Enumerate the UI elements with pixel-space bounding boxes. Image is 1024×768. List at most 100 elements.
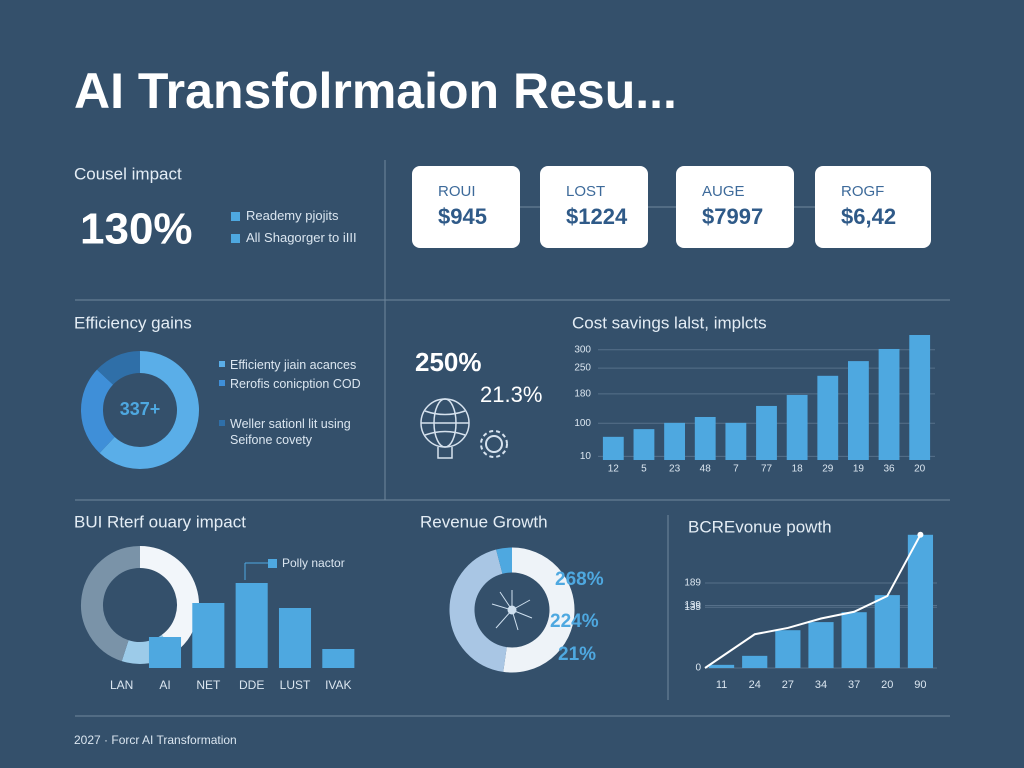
impact-heading: Cousel impact (74, 164, 182, 183)
dividers (75, 160, 950, 717)
value-label: 224% (550, 611, 599, 632)
impact-value: 130% (80, 205, 193, 254)
kpi-label: ROGF (841, 183, 884, 200)
x-tick-label: 7 (733, 464, 739, 475)
y-tick-label: 250 (574, 363, 591, 374)
bar (878, 348, 900, 460)
bar (909, 335, 931, 460)
bar (841, 612, 867, 668)
bar (775, 630, 801, 668)
x-tick-label: 19 (853, 464, 865, 475)
kpi-card (412, 166, 520, 248)
bar (235, 583, 268, 668)
bar (725, 422, 747, 460)
stat: 250% (415, 347, 482, 377)
bar (708, 664, 735, 668)
x-tick-label: 20 (881, 679, 893, 691)
x-tick-label: IVAK (325, 678, 351, 692)
bar (817, 375, 839, 460)
network-icon (491, 590, 533, 631)
kpi-card (815, 166, 931, 248)
y-tick-label: 300 (574, 344, 591, 355)
x-tick-label: 90 (914, 679, 926, 691)
donut-segment (96, 351, 141, 386)
legend-swatch (219, 361, 225, 367)
y-tick-label: 100 (574, 418, 591, 429)
legend-label: Polly nactor (282, 556, 345, 570)
donut-segment (449, 549, 508, 672)
x-tick-label: 5 (641, 464, 647, 475)
x-tick-label: 77 (761, 464, 773, 475)
chart-title: Cost savings lalst, implcts (572, 313, 767, 332)
legend-swatch (219, 380, 225, 386)
bar (633, 429, 655, 460)
legend-label: Weller sationl lit using Seifone covety (230, 417, 351, 447)
kpi-label: LOST (566, 183, 605, 200)
y-tick-label: 180 (574, 388, 591, 399)
page-title: AI Transfolrmaion Resu... (74, 63, 677, 119)
x-tick-label: 34 (815, 679, 827, 691)
bar (742, 655, 768, 668)
legend-label: All Shagorger to iIII (246, 230, 357, 245)
stat: 21.3% (480, 382, 542, 407)
globe-icon (420, 398, 470, 459)
kpi-label: AUGE (702, 183, 745, 200)
legend-label: Reademy pjojits (246, 208, 339, 223)
x-tick-label: 24 (749, 679, 761, 691)
chart-title: Revenue Growth (420, 512, 548, 531)
x-tick-label: NET (196, 678, 221, 692)
bar (808, 622, 834, 668)
kpi-value: $7997 (702, 204, 763, 229)
bar (694, 416, 716, 460)
x-tick-label: 20 (914, 464, 926, 475)
kpi-label: ROUI (438, 183, 476, 200)
x-tick-label: LUST (280, 678, 311, 692)
bar (847, 361, 869, 460)
bar (192, 603, 225, 668)
x-tick-label: 27 (782, 679, 794, 691)
x-tick-label: 37 (848, 679, 860, 691)
kpi-card (676, 166, 794, 248)
donut-segment (81, 369, 116, 454)
chart-title: BCREvonue powth (688, 517, 832, 536)
x-tick-label: LAN (110, 678, 133, 692)
line-end-dot (917, 531, 924, 538)
value-label: 268% (555, 569, 604, 590)
bar (874, 595, 900, 668)
y-tick-label: 135 (684, 602, 701, 613)
x-tick-label: 36 (883, 464, 895, 475)
x-tick-label: 11 (716, 679, 727, 691)
legend-label: Rerofis conicption COD (230, 377, 361, 391)
bar (602, 436, 624, 460)
legend-swatch (231, 212, 240, 221)
legend-swatch (231, 234, 240, 243)
legend-swatch (268, 559, 277, 568)
x-tick-label: 23 (669, 464, 681, 475)
kpi-value: $6,42 (841, 204, 896, 229)
bar (322, 649, 355, 668)
x-tick-label: 48 (700, 464, 712, 475)
bar (756, 405, 777, 460)
donut-segment (503, 547, 575, 673)
footer: 2027 · Forcr AI Transformation (74, 733, 237, 747)
x-tick-label: 18 (792, 464, 804, 475)
gear-icon (480, 430, 508, 458)
x-tick-label: 29 (822, 464, 834, 475)
legend-label: Efficienty jiain acances (230, 358, 357, 372)
y-tick-label: 139 (684, 600, 701, 611)
x-tick-label: 12 (608, 464, 620, 475)
bar (786, 394, 808, 460)
y-tick-label: 0 (695, 663, 701, 674)
donut-segment (139, 546, 199, 653)
chart-title: BUI Rterf ouary impact (74, 512, 246, 531)
bar (664, 422, 686, 460)
bar (278, 608, 312, 668)
donut-segment (81, 546, 141, 662)
x-tick-label: DDE (239, 678, 264, 692)
kpi-value: $1224 (566, 204, 628, 229)
legend-swatch (219, 420, 225, 426)
y-tick-label: 189 (684, 578, 701, 589)
x-tick-label: AI (159, 678, 170, 692)
kpi-card (540, 166, 648, 248)
